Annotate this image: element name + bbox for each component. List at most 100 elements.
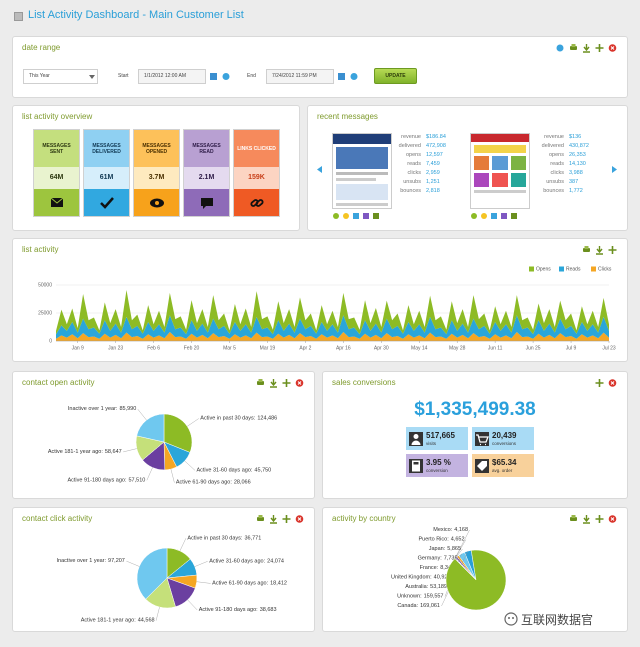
leader-line (194, 561, 208, 567)
period-select[interactable]: This Year (23, 69, 98, 84)
sales-tile: 20,439 conversions (472, 427, 534, 450)
stat-value: 472,908 (426, 143, 446, 149)
sales-panel: sales conversions $1,335,499.38 517,665 v… (322, 371, 628, 499)
x-tick-label: Jul 9 (566, 345, 577, 351)
tile-icon (200, 197, 213, 209)
pie-label-category: Active 31-60 days ago: (196, 468, 252, 474)
pie-label-value: 124,486 (257, 416, 277, 422)
leader-line (137, 409, 147, 421)
message-actions[interactable] (332, 212, 392, 220)
panel-title: contact click activity (22, 514, 93, 523)
end-input[interactable]: 7/24/2012 11:59 PM (266, 69, 334, 84)
pie-label: Japan: 5,865 (429, 546, 461, 552)
tile-icon-area (134, 189, 179, 216)
start-input[interactable]: 1/1/2012 12:00 AM (138, 69, 206, 84)
x-tick-label: Apr 30 (374, 345, 389, 351)
x-tick-label: Feb 20 (184, 345, 200, 351)
pie-label-category: Inactive over 1 year: (68, 407, 118, 413)
stat-tile: MESSAGES SENT 64M (33, 129, 80, 217)
tile-value: 61M (84, 167, 129, 189)
leader-line (454, 539, 467, 559)
y-tick-label: 50000 (38, 282, 52, 288)
panel-title: list activity (22, 245, 59, 254)
pie-label-value: 97,207 (108, 559, 125, 565)
icon-shape (99, 196, 114, 209)
pie-label: Germany: 7,735 (418, 556, 458, 562)
pie-slice (445, 549, 507, 611)
leader-line (155, 607, 160, 621)
tile-icon-area (234, 189, 279, 216)
leader-line (170, 469, 175, 483)
icon-shape (200, 197, 213, 209)
icon-shape (413, 433, 419, 439)
area (56, 315, 609, 339)
tile-icon (50, 197, 63, 207)
pie-label-category: Inactive over 1 year: (57, 559, 107, 565)
pie-label: Active 91-180 days ago: 38,683 (199, 607, 277, 613)
pie-label-category: Puerto Rico: (418, 537, 449, 543)
message-thumbnail[interactable] (332, 133, 392, 209)
pie-label: Active 61-90 days ago: 18,412 (212, 581, 287, 587)
country-panel: activity by country Mexico: 4,168 Puerto R… (322, 507, 628, 632)
panel-title: date range (22, 43, 61, 52)
panel-icons (556, 44, 617, 53)
x-tick-label: May 28 (449, 345, 466, 351)
sales-total: $1,335,499.38 (414, 399, 536, 420)
x-tick-label: Mar 19 (260, 345, 276, 351)
stat-label: revenue (544, 134, 564, 140)
tile-icon-area (34, 189, 79, 216)
pie-label-category: Mexico: (433, 527, 452, 533)
pie-label-category: France: (420, 565, 439, 571)
print-paper (258, 515, 263, 518)
pie-label-value: 4,652 (451, 537, 465, 543)
x-tick-label: Jul 23 (602, 345, 616, 351)
stat-value: 1,772 (569, 188, 583, 194)
sales-icon (475, 458, 489, 473)
x-tick-label: May 14 (411, 345, 428, 351)
pie-label-category: Active in past 30 days: (200, 416, 256, 422)
message-thumbnail[interactable] (470, 133, 530, 209)
pie-label: Active in past 30 days: 36,771 (187, 536, 261, 542)
leader-line (187, 418, 199, 427)
next-arrow[interactable] (612, 166, 617, 173)
stat-label: bounces (400, 188, 421, 194)
close-x (297, 517, 302, 521)
stat-value: 7,459 (426, 161, 440, 167)
stat-tile: MESSAGES OPENED 3.7M (133, 129, 180, 217)
stat-label: unsubs (546, 179, 564, 185)
stat-tile: MESSAGES DELIVERED 61M (83, 129, 130, 217)
sales-value: 20,439 (492, 431, 517, 440)
message-actions[interactable] (470, 212, 530, 220)
pie-label-value: 18,412 (270, 581, 287, 587)
stat-label: delivered (398, 143, 421, 149)
update-button[interactable]: UPDATE (374, 68, 417, 84)
open-activity-panel: contact open activity Active in past 30 … (12, 371, 315, 499)
panel-title: list activity overview (22, 112, 93, 121)
stat-label: clicks (407, 170, 421, 176)
pie-label: Active 61-90 days ago: 28,066 (176, 480, 251, 486)
pie-label: Unknown: 159,557 (397, 594, 443, 600)
leader-line (126, 560, 140, 567)
stat-label: bounces (543, 188, 564, 194)
stat-value: 2,818 (426, 188, 440, 194)
legend-swatch (591, 266, 596, 272)
stat-value: $136 (569, 134, 582, 140)
pie-label-category: Active 181-1 year ago: (81, 618, 137, 624)
y-tick-label: 0 (49, 338, 52, 344)
tile-value: 64M (34, 167, 79, 189)
pie-label-category: Active 61-90 days ago: (176, 480, 232, 486)
pie-label-category: Canada: (397, 603, 418, 609)
move-icon (595, 515, 604, 523)
stat-value: 3,988 (569, 170, 583, 176)
pie-label: Active 91-180 days ago: 57,510 (67, 478, 145, 484)
move-icon (608, 246, 617, 254)
download-icon (270, 379, 277, 388)
pie-label-value: 40,928 (434, 575, 451, 581)
close-x (610, 46, 615, 50)
print-paper (584, 246, 589, 249)
prev-arrow[interactable] (317, 166, 322, 173)
x-tick-label: Feb 6 (147, 345, 160, 351)
pie-label-value: 44,568 (138, 618, 155, 624)
select-arrow (89, 75, 95, 79)
leader-line (179, 538, 187, 552)
